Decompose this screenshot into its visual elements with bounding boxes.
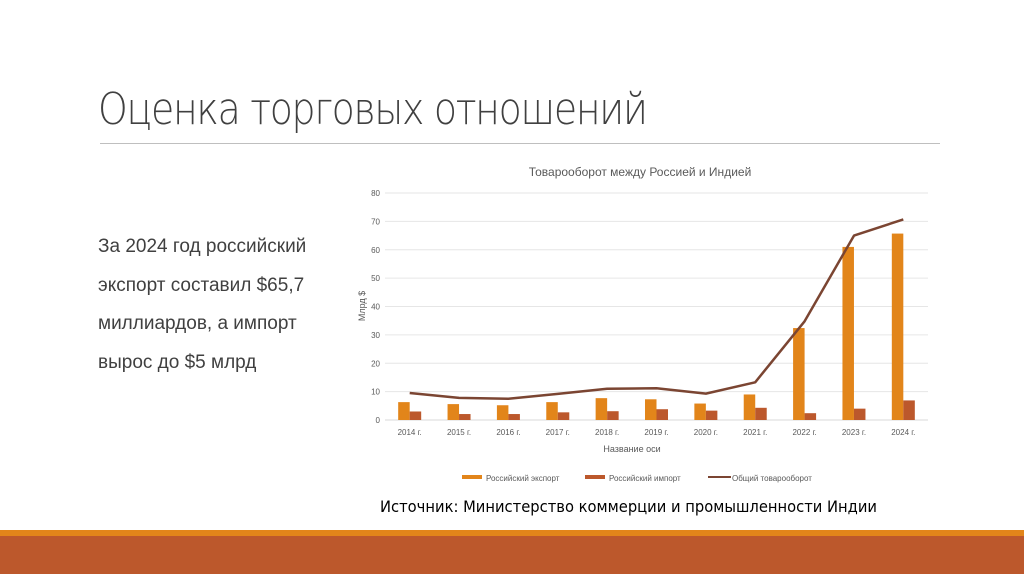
import-bar bbox=[804, 413, 817, 420]
summary-line: вырос до $5 млрд bbox=[98, 351, 257, 373]
x-tick-label: 2023 г. bbox=[842, 428, 866, 437]
y-tick-label: 60 bbox=[371, 246, 380, 255]
summary-line: За 2024 год российский bbox=[98, 236, 307, 257]
export-bar bbox=[645, 399, 657, 420]
legend-swatch-export bbox=[462, 475, 482, 479]
x-tick-label: 2017 г. bbox=[546, 428, 570, 437]
x-tick-label: 2024 г. bbox=[891, 428, 915, 437]
import-bar bbox=[459, 414, 471, 420]
export-bar bbox=[496, 405, 509, 420]
x-tick-label: 2019 г. bbox=[644, 428, 668, 437]
legend-label-export: Российский экспорт bbox=[486, 474, 560, 483]
export-bar bbox=[891, 233, 904, 420]
import-bar bbox=[508, 414, 520, 420]
y-tick-label: 40 bbox=[371, 303, 380, 312]
y-tick-label: 50 bbox=[371, 274, 380, 283]
y-tick-label: 0 bbox=[376, 416, 381, 425]
import-bar bbox=[409, 411, 422, 420]
summary-text: За 2024 год российский экспорт составил … bbox=[98, 228, 358, 382]
export-bar bbox=[842, 246, 854, 420]
chart-title: Товарооборот между Россией и Индией bbox=[529, 165, 752, 179]
export-bar bbox=[743, 394, 756, 420]
footer-band-accent bbox=[0, 530, 1024, 536]
x-axis-label: Название оси bbox=[603, 444, 660, 454]
x-tick-label: 2018 г. bbox=[595, 428, 619, 437]
source-caption: Источник: Министерство коммерции и промы… bbox=[380, 497, 877, 516]
import-bar bbox=[705, 410, 718, 420]
chart-grid bbox=[385, 192, 928, 421]
export-bar bbox=[398, 402, 410, 420]
footer-band bbox=[0, 536, 1024, 574]
x-tick-label: 2015 г. bbox=[447, 428, 471, 437]
y-axis-label: Млрд $ bbox=[357, 291, 367, 321]
y-tick-label: 20 bbox=[371, 359, 380, 368]
chart-legend: Российский экспорт Российский импорт Общ… bbox=[462, 474, 812, 483]
legend-label-total: Общий товарооборот bbox=[732, 474, 812, 483]
y-tick-label: 80 bbox=[371, 189, 380, 198]
y-axis-ticks: 0 10 20 30 40 50 60 70 80 bbox=[371, 189, 380, 425]
x-tick-label: 2020 г. bbox=[694, 428, 718, 437]
import-bar bbox=[755, 407, 767, 420]
y-tick-label: 10 bbox=[371, 388, 380, 397]
y-tick-label: 30 bbox=[371, 331, 380, 340]
chart-bars bbox=[398, 233, 915, 420]
y-tick-label: 70 bbox=[371, 217, 380, 226]
x-tick-label: 2022 г. bbox=[792, 428, 816, 437]
total-trade-line bbox=[409, 218, 904, 400]
x-tick-label: 2014 г. bbox=[398, 428, 422, 437]
export-bar bbox=[793, 328, 805, 420]
import-bar bbox=[557, 412, 570, 420]
import-bar bbox=[903, 400, 915, 420]
x-axis-ticks: 2014 г. 2015 г. 2016 г. 2017 г. 2018 г. 2019 … bbox=[398, 428, 916, 437]
legend-swatch-import bbox=[585, 475, 605, 479]
x-tick-label: 2016 г. bbox=[496, 428, 520, 437]
export-bar bbox=[546, 402, 558, 420]
title-divider bbox=[100, 143, 940, 144]
slide-title: Оценка торговых отношений bbox=[98, 84, 648, 135]
summary-line: экспорт составил $65,7 bbox=[98, 274, 305, 296]
import-bar bbox=[853, 408, 866, 420]
export-bar bbox=[447, 404, 460, 420]
import-bar bbox=[656, 409, 668, 420]
export-bar bbox=[694, 403, 706, 420]
export-bar bbox=[595, 398, 608, 420]
summary-line: миллиардов, а импорт bbox=[98, 313, 297, 334]
x-tick-label: 2021 г. bbox=[743, 428, 767, 437]
legend-label-import: Российский импорт bbox=[609, 474, 681, 483]
import-bar bbox=[607, 411, 619, 420]
